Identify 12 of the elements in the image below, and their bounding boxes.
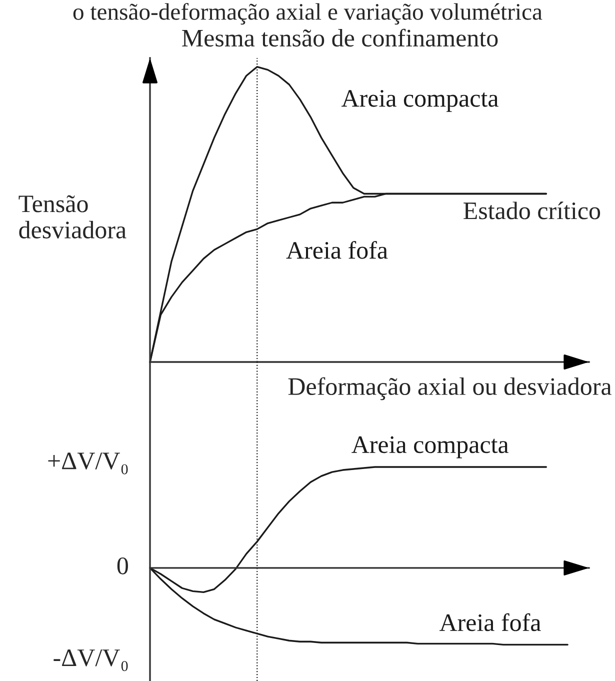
x-axis-title: Deformação axial ou desviadora	[288, 377, 612, 400]
text: 0	[117, 557, 128, 574]
y-axis-title: Tensão desviadora	[18, 195, 126, 238]
chart-title: o tensão-deformação axial e variação volumétrica	[73, 3, 542, 25]
series-label: Areia fofa	[439, 613, 541, 632]
chart-subtitle: Mesma tensão de confinamento	[182, 28, 498, 47]
annotation: Estado crítico	[464, 202, 600, 220]
series-label: Areia fofa	[286, 240, 388, 259]
text: -ΔV/V₀	[54, 649, 128, 672]
series-label: Areia compacta	[341, 90, 498, 112]
series-label: Areia compacta	[352, 436, 509, 458]
text: +ΔV/V₀	[48, 452, 128, 474]
